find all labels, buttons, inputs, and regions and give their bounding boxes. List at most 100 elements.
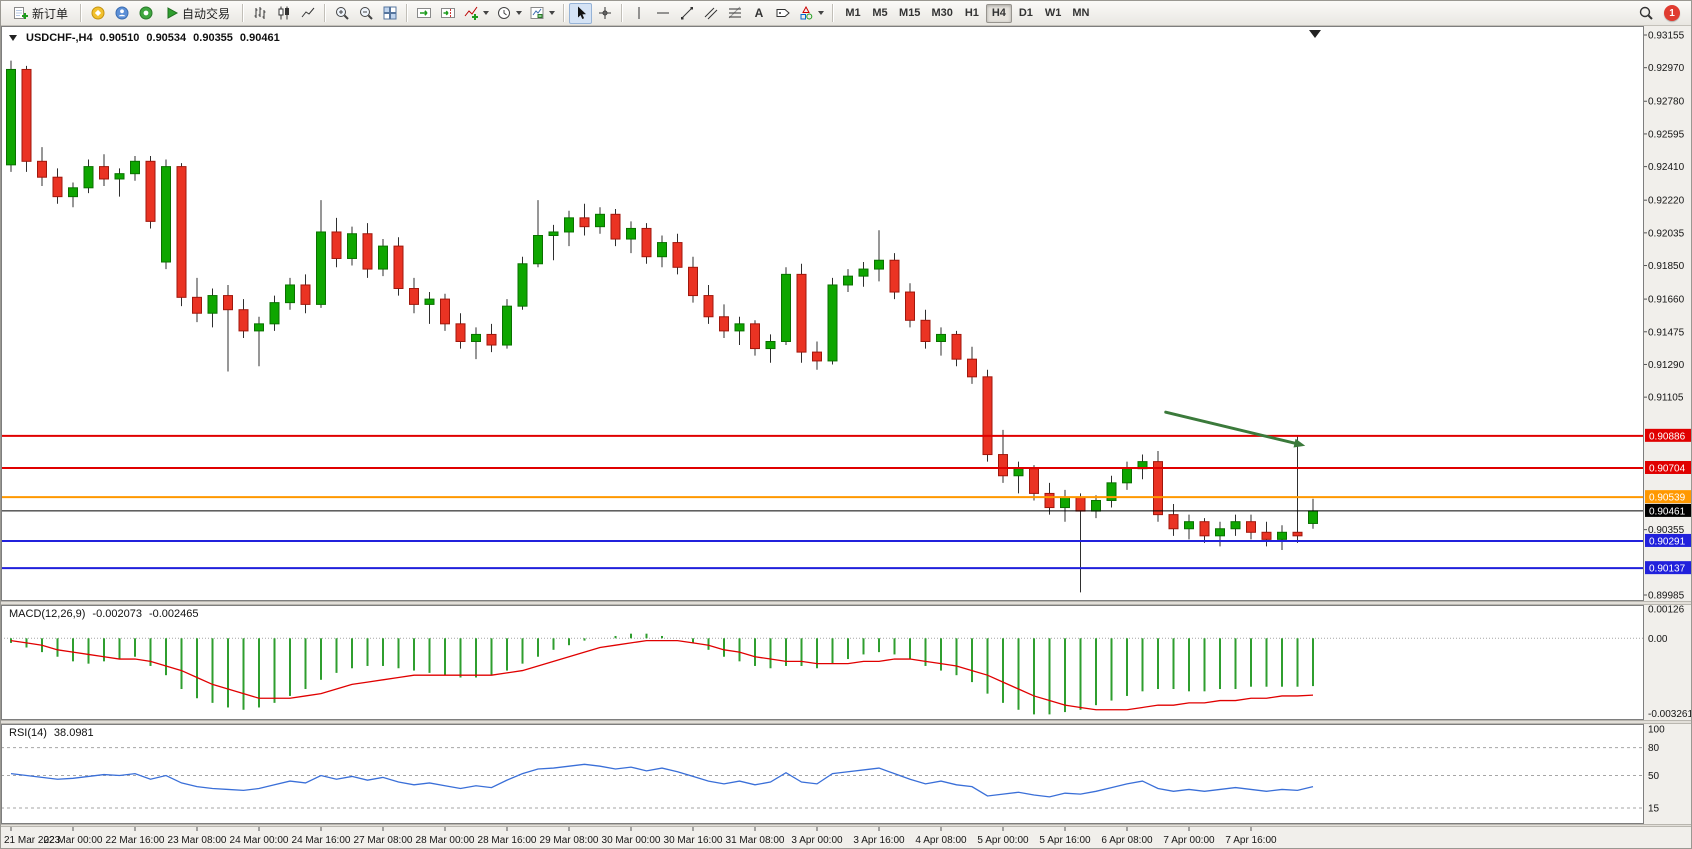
candle-body: [564, 217, 574, 233]
templates-button[interactable]: [526, 3, 558, 24]
toolbar-separator: [242, 4, 244, 22]
channel-button[interactable]: [699, 3, 722, 24]
timeframe-button-H4[interactable]: H4: [985, 3, 1012, 23]
chart-ohlc-header: USDCHF-,H4 0.90510 0.90534 0.90355 0.904…: [9, 32, 280, 44]
price-tick-label: 0.92220: [1648, 196, 1685, 207]
chart-canvas[interactable]: 0.93155 0.92970 0.92780 0.92595 0.92410 0.922…: [1, 26, 1692, 849]
candle-body: [192, 296, 202, 314]
candle-body: [440, 298, 450, 325]
time-label: 28 Mar 16:00: [478, 835, 537, 846]
candlestick-chart-button[interactable]: [272, 3, 295, 24]
candle-body: [285, 284, 295, 304]
line-chart-button[interactable]: [296, 3, 319, 24]
timeframe-button-MN[interactable]: MN: [1072, 7, 1090, 19]
zoom-out-button[interactable]: [354, 3, 377, 24]
bars-chart-button[interactable]: [248, 3, 271, 24]
rsi-panel-bg: [1, 724, 1644, 824]
timeframe-button-M5[interactable]: M5: [872, 7, 888, 19]
panel-separator[interactable]: [1, 601, 1692, 605]
price-scale[interactable]: 0.93155 0.92970 0.92780 0.92595 0.92410 0.922…: [1644, 31, 1692, 602]
candle-body: [936, 333, 946, 342]
chart-high-value: 0.90534: [146, 32, 187, 44]
time-label: 7 Apr 00:00: [1163, 835, 1215, 846]
candle-body: [1308, 510, 1318, 524]
price-tick-label: 0.93155: [1648, 31, 1685, 42]
text-tool-button[interactable]: A: [747, 3, 770, 24]
panel-separator[interactable]: [1, 824, 1692, 827]
timeframe-button-W1[interactable]: W1: [1044, 7, 1062, 19]
autotrading-button[interactable]: 自动交易: [158, 3, 237, 24]
vertical-line-button[interactable]: [627, 3, 650, 24]
candle-body: [331, 231, 342, 259]
time-label: 30 Mar 00:00: [602, 835, 661, 846]
price-tick-label: 0.91290: [1648, 360, 1685, 371]
metaeditor-button[interactable]: [86, 3, 109, 24]
candle-body: [21, 68, 32, 162]
price-tick-label: 0.91475: [1648, 327, 1685, 338]
periods-button[interactable]: [493, 3, 525, 24]
timeframe-button-M30[interactable]: M30: [931, 7, 953, 19]
crosshair-button[interactable]: [593, 3, 616, 24]
candle-body: [967, 358, 977, 378]
candle-body: [207, 295, 218, 314]
community-button[interactable]: [134, 3, 157, 24]
text-label-icon: [776, 9, 790, 17]
candle-body: [796, 273, 807, 353]
candle-body: [1277, 531, 1287, 540]
price-tick-label: 0.92595: [1648, 129, 1685, 140]
chart-shift-button[interactable]: [436, 3, 459, 24]
candle-body: [1122, 468, 1132, 484]
chart-open-value: 0.90510: [99, 32, 140, 44]
panel-separator[interactable]: [1, 720, 1692, 724]
time-label: 22 Mar 00:00: [44, 835, 103, 846]
autoscroll-button[interactable]: [412, 3, 435, 24]
fibonacci-button[interactable]: [723, 3, 746, 24]
trendline-button[interactable]: [675, 3, 698, 24]
one-click-trading-toggle[interactable]: [9, 35, 17, 41]
horizontal-lines: [1, 434, 1644, 570]
trend-arrow: [1164, 410, 1299, 446]
candlestick-chart-icon: [278, 6, 289, 20]
shapes-button[interactable]: [795, 3, 827, 24]
zoom-in-button[interactable]: [330, 3, 353, 24]
candle-body: [719, 316, 729, 332]
rsi-scale-label: 80: [1648, 743, 1660, 754]
chevron-down-icon: [549, 11, 556, 15]
candle-body: [657, 242, 667, 258]
autotrading-icon: [167, 7, 179, 19]
cursor-button[interactable]: [569, 2, 593, 24]
rsi-scale-label: 50: [1648, 771, 1660, 782]
new-order-button[interactable]: 新订单: [6, 3, 75, 24]
profile-button[interactable]: [110, 3, 133, 24]
candle-body: [145, 160, 156, 222]
chart-area[interactable]: 0.93155 0.92970 0.92780 0.92595 0.92410 0.922…: [1, 26, 1692, 849]
timeframe-button-M1[interactable]: M1: [845, 7, 861, 19]
candle-body: [843, 275, 853, 286]
notifications-badge[interactable]: 1: [1664, 5, 1680, 21]
candle-body: [393, 245, 404, 290]
bars-chart-icon: [254, 7, 266, 19]
timeframe-button-D1[interactable]: D1: [1018, 7, 1033, 19]
indicators-button[interactable]: [460, 3, 492, 24]
price-tick-label: 0.92035: [1648, 228, 1685, 239]
candle-body: [1215, 528, 1225, 537]
macd-header: MACD(12,26,9) -0.002073 -0.002465: [9, 608, 199, 620]
text-label-button[interactable]: [771, 3, 794, 24]
candle-body: [610, 213, 621, 240]
candle-body: [1153, 461, 1163, 516]
search-button[interactable]: [1634, 3, 1657, 24]
horizontal-line-button[interactable]: [651, 3, 674, 24]
tile-windows-button[interactable]: [378, 3, 401, 24]
price-tick-label: 0.92410: [1648, 162, 1685, 173]
time-label: 6 Apr 08:00: [1101, 835, 1153, 846]
candle-body: [734, 323, 745, 332]
candle-body: [486, 333, 497, 346]
candle-body: [1184, 521, 1194, 530]
price-badge-label: 0.90886: [1649, 431, 1686, 442]
time-label: 22 Mar 16:00: [106, 835, 165, 846]
time-label: 24 Mar 16:00: [292, 835, 351, 846]
timeframe-button-H1[interactable]: H1: [964, 7, 979, 19]
timeframe-button-M15[interactable]: M15: [899, 7, 921, 19]
macd-panel-bg: [1, 605, 1644, 720]
